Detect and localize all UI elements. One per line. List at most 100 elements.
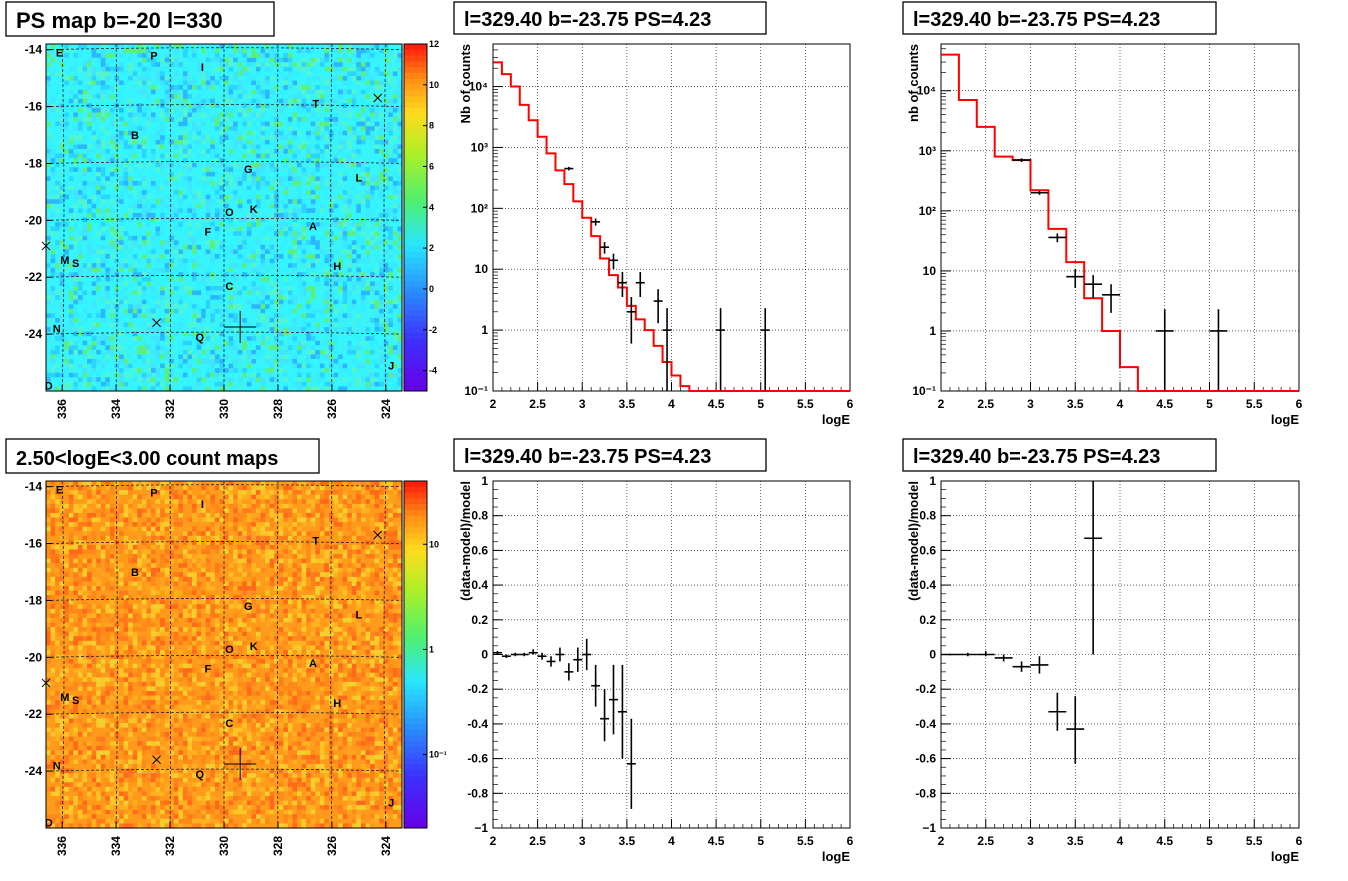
- map-pixel: [246, 240, 252, 246]
- map-pixel: [342, 48, 348, 54]
- map-pixel: [59, 167, 65, 173]
- map-pixel: [260, 208, 266, 214]
- map-pixel: [150, 126, 157, 132]
- map-pixel: [82, 144, 88, 150]
- map-pixel: [397, 285, 403, 292]
- map-pixel: [228, 327, 234, 333]
- map-pixel: [119, 272, 125, 278]
- map-pixel: [306, 295, 312, 301]
- map-pixel: [109, 208, 116, 214]
- map-pixel: [59, 98, 65, 104]
- map-pixel: [324, 327, 330, 333]
- map-pixel: [196, 240, 202, 246]
- map-pixel: [351, 235, 357, 241]
- map-pixel: [173, 66, 179, 72]
- map-pixel: [324, 304, 330, 310]
- map-pixel: [96, 98, 102, 104]
- map-pixel: [210, 89, 216, 95]
- map-pixel: [169, 263, 175, 269]
- map-pixel: [73, 117, 79, 123]
- map-pixel: [260, 212, 266, 219]
- map-pixel: [297, 322, 303, 328]
- map-pixel: [55, 62, 61, 68]
- map-pixel: [59, 322, 65, 328]
- map-pixel: [328, 295, 335, 301]
- map-pixel: [169, 62, 175, 68]
- map-pixel: [201, 199, 207, 205]
- map-pixel: [306, 249, 312, 255]
- map-pixel: [319, 176, 326, 182]
- map-pixel: [64, 44, 70, 50]
- map-pixel: [146, 281, 152, 287]
- map-pixel: [155, 295, 161, 301]
- map-pixel: [265, 263, 271, 269]
- map-pixel: [328, 85, 335, 91]
- map-pixel: [274, 313, 280, 319]
- map-pixel: [192, 222, 198, 228]
- map-pixel: [187, 117, 193, 123]
- map-pixel: [242, 171, 248, 178]
- map-pixel: [105, 272, 111, 278]
- map-pixel: [91, 153, 97, 159]
- map-pixel: [114, 240, 120, 246]
- map-pixel: [210, 254, 216, 260]
- map-pixel: [297, 254, 303, 260]
- map-pixel: [91, 244, 97, 251]
- map-pixel: [315, 331, 321, 337]
- map-pixel: [137, 299, 143, 305]
- map-pixel: [356, 194, 362, 200]
- map-pixel: [55, 304, 61, 310]
- map-pixel: [379, 254, 385, 260]
- map-pixel: [283, 176, 289, 182]
- map-pixel: [274, 258, 280, 264]
- map-pixel: [283, 171, 289, 178]
- map-pixel: [210, 176, 216, 182]
- map-pixel: [214, 176, 221, 182]
- map-pixel: [123, 212, 129, 219]
- map-pixel: [196, 180, 202, 187]
- map-pixel: [233, 149, 239, 155]
- map-pixel: [201, 94, 207, 100]
- map-pixel: [292, 62, 298, 68]
- map-pixel: [141, 194, 148, 200]
- map-pixel: [233, 272, 239, 278]
- map-pixel: [228, 258, 234, 264]
- map-pixel: [105, 144, 111, 150]
- map-pixel: [374, 94, 380, 100]
- map-pixel: [50, 126, 56, 132]
- map-pixel: [306, 212, 312, 219]
- map-pixel: [87, 117, 93, 123]
- map-pixel: [228, 103, 234, 109]
- map-pixel: [82, 263, 88, 269]
- map-pixel: [242, 313, 248, 319]
- map-pixel: [219, 199, 225, 205]
- map-pixel: [205, 80, 211, 86]
- map-pixel: [374, 199, 380, 205]
- map-pixel: [260, 144, 266, 150]
- map-pixel: [374, 44, 380, 50]
- map-pixel: [292, 121, 298, 127]
- map-pixel: [360, 149, 367, 155]
- map-pixel: [356, 107, 362, 114]
- map-pixel: [169, 185, 175, 191]
- map-pixel: [46, 162, 52, 168]
- map-pixel: [360, 57, 367, 63]
- map-pixel: [77, 167, 84, 173]
- map-pixel: [310, 258, 316, 264]
- map-pixel: [310, 89, 316, 95]
- map-pixel: [278, 267, 284, 273]
- map-pixel: [251, 254, 257, 260]
- map-pixel: [160, 308, 166, 314]
- map-pixel: [260, 176, 266, 182]
- map-pixel: [342, 121, 348, 127]
- map-pixel: [132, 190, 138, 196]
- map-pixel: [274, 217, 280, 223]
- map-pixel: [246, 185, 252, 191]
- map-pixel: [109, 57, 116, 63]
- map-pixel: [137, 217, 143, 223]
- map-pixel: [68, 153, 74, 159]
- map-pixel: [224, 149, 230, 155]
- map-pixel: [146, 249, 152, 255]
- map-pixel: [91, 322, 97, 328]
- map-pixel: [210, 222, 216, 228]
